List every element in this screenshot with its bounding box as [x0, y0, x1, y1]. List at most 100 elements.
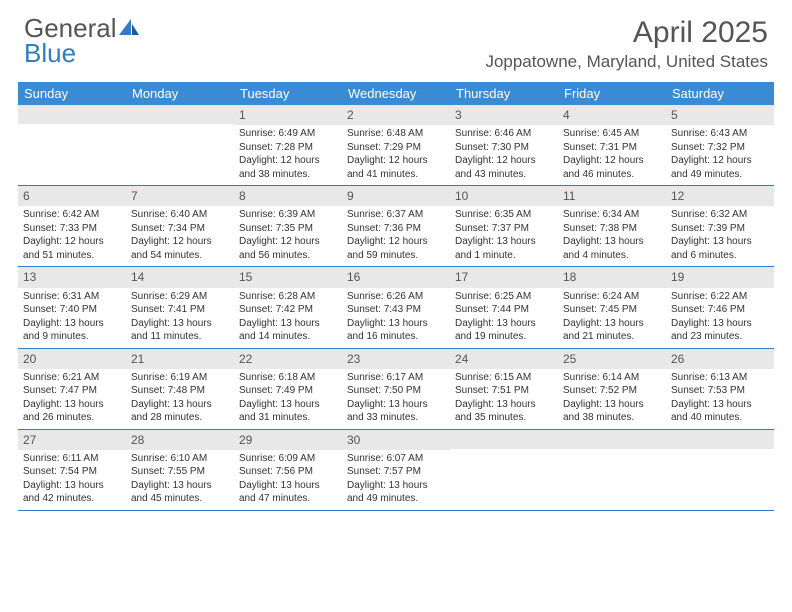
daylight-text: Daylight: 13 hours and 1 minute. — [455, 235, 553, 262]
day-info: Sunrise: 6:13 AMSunset: 7:53 PMDaylight:… — [666, 371, 774, 425]
sunset-text: Sunset: 7:54 PM — [23, 465, 121, 479]
day-number: 3 — [450, 105, 558, 125]
sunrise-text: Sunrise: 6:29 AM — [131, 290, 229, 304]
day-info: Sunrise: 6:49 AMSunset: 7:28 PMDaylight:… — [234, 127, 342, 181]
daylight-text: Daylight: 12 hours and 41 minutes. — [347, 154, 445, 181]
sunset-text: Sunset: 7:37 PM — [455, 222, 553, 236]
sunset-text: Sunset: 7:33 PM — [23, 222, 121, 236]
calendar-week: 20Sunrise: 6:21 AMSunset: 7:47 PMDayligh… — [18, 349, 774, 430]
title-block: April 2025 Joppatowne, Maryland, United … — [485, 16, 768, 72]
day-number: 8 — [234, 186, 342, 206]
sunset-text: Sunset: 7:42 PM — [239, 303, 337, 317]
day-info: Sunrise: 6:09 AMSunset: 7:56 PMDaylight:… — [234, 452, 342, 506]
day-info: Sunrise: 6:43 AMSunset: 7:32 PMDaylight:… — [666, 127, 774, 181]
sunrise-text: Sunrise: 6:18 AM — [239, 371, 337, 385]
sunrise-text: Sunrise: 6:45 AM — [563, 127, 661, 141]
calendar-cell-empty — [450, 430, 558, 510]
sunrise-text: Sunrise: 6:28 AM — [239, 290, 337, 304]
daylight-text: Daylight: 13 hours and 9 minutes. — [23, 317, 121, 344]
day-info: Sunrise: 6:48 AMSunset: 7:29 PMDaylight:… — [342, 127, 450, 181]
calendar-cell: 3Sunrise: 6:46 AMSunset: 7:30 PMDaylight… — [450, 105, 558, 185]
sunset-text: Sunset: 7:34 PM — [131, 222, 229, 236]
sunset-text: Sunset: 7:32 PM — [671, 141, 769, 155]
day-info: Sunrise: 6:26 AMSunset: 7:43 PMDaylight:… — [342, 290, 450, 344]
sunrise-text: Sunrise: 6:17 AM — [347, 371, 445, 385]
sunrise-text: Sunrise: 6:40 AM — [131, 208, 229, 222]
day-number: 27 — [18, 430, 126, 450]
header: GeneralBlue April 2025 Joppatowne, Maryl… — [0, 0, 792, 76]
day-info: Sunrise: 6:19 AMSunset: 7:48 PMDaylight:… — [126, 371, 234, 425]
sunrise-text: Sunrise: 6:39 AM — [239, 208, 337, 222]
calendar-cell: 30Sunrise: 6:07 AMSunset: 7:57 PMDayligh… — [342, 430, 450, 510]
calendar-cell: 19Sunrise: 6:22 AMSunset: 7:46 PMDayligh… — [666, 267, 774, 347]
daylight-text: Daylight: 12 hours and 49 minutes. — [671, 154, 769, 181]
day-info: Sunrise: 6:29 AMSunset: 7:41 PMDaylight:… — [126, 290, 234, 344]
day-number: 29 — [234, 430, 342, 450]
calendar-cell: 26Sunrise: 6:13 AMSunset: 7:53 PMDayligh… — [666, 349, 774, 429]
calendar-cell-empty — [18, 105, 126, 185]
calendar-cell: 9Sunrise: 6:37 AMSunset: 7:36 PMDaylight… — [342, 186, 450, 266]
day-info: Sunrise: 6:14 AMSunset: 7:52 PMDaylight:… — [558, 371, 666, 425]
day-number: 21 — [126, 349, 234, 369]
calendar-cell: 12Sunrise: 6:32 AMSunset: 7:39 PMDayligh… — [666, 186, 774, 266]
calendar-cell: 11Sunrise: 6:34 AMSunset: 7:38 PMDayligh… — [558, 186, 666, 266]
day-header-cell: Monday — [126, 82, 234, 105]
calendar-week: 6Sunrise: 6:42 AMSunset: 7:33 PMDaylight… — [18, 186, 774, 267]
sunrise-text: Sunrise: 6:11 AM — [23, 452, 121, 466]
calendar-cell-empty — [666, 430, 774, 510]
calendar-cell: 28Sunrise: 6:10 AMSunset: 7:55 PMDayligh… — [126, 430, 234, 510]
day-number: 24 — [450, 349, 558, 369]
daylight-text: Daylight: 13 hours and 28 minutes. — [131, 398, 229, 425]
day-number: 18 — [558, 267, 666, 287]
day-number: 16 — [342, 267, 450, 287]
calendar-cell: 7 Sunrise: 6:40 AMSunset: 7:34 PMDaylight… — [126, 186, 234, 266]
calendar-cell: 5Sunrise: 6:43 AMSunset: 7:32 PMDaylight… — [666, 105, 774, 185]
calendar-week: 1Sunrise: 6:49 AMSunset: 7:28 PMDaylight… — [18, 105, 774, 186]
day-number: 12 — [666, 186, 774, 206]
day-info: Sunrise: 6:46 AMSunset: 7:30 PMDaylight:… — [450, 127, 558, 181]
day-info: Sunrise: 6:15 AMSunset: 7:51 PMDaylight:… — [450, 371, 558, 425]
day-number — [558, 430, 666, 449]
day-number: 26 — [666, 349, 774, 369]
daylight-text: Daylight: 12 hours and 54 minutes. — [131, 235, 229, 262]
sunrise-text: Sunrise: 6:15 AM — [455, 371, 553, 385]
daylight-text: Daylight: 12 hours and 43 minutes. — [455, 154, 553, 181]
sunrise-text: Sunrise: 6:25 AM — [455, 290, 553, 304]
location-text: Joppatowne, Maryland, United States — [485, 52, 768, 72]
sunrise-text: Sunrise: 6:35 AM — [455, 208, 553, 222]
calendar-cell-empty — [126, 105, 234, 185]
calendar-cell: 20Sunrise: 6:21 AMSunset: 7:47 PMDayligh… — [18, 349, 126, 429]
day-header-cell: Wednesday — [342, 82, 450, 105]
daylight-text: Daylight: 13 hours and 16 minutes. — [347, 317, 445, 344]
day-header-row: SundayMondayTuesdayWednesdayThursdayFrid… — [18, 82, 774, 105]
day-number: 4 — [558, 105, 666, 125]
daylight-text: Daylight: 12 hours and 46 minutes. — [563, 154, 661, 181]
calendar-cell: 22Sunrise: 6:18 AMSunset: 7:49 PMDayligh… — [234, 349, 342, 429]
day-info: Sunrise: 6:11 AMSunset: 7:54 PMDaylight:… — [18, 452, 126, 506]
sunset-text: Sunset: 7:35 PM — [239, 222, 337, 236]
day-number: 15 — [234, 267, 342, 287]
daylight-text: Daylight: 12 hours and 56 minutes. — [239, 235, 337, 262]
sunset-text: Sunset: 7:31 PM — [563, 141, 661, 155]
calendar-cell: 25Sunrise: 6:14 AMSunset: 7:52 PMDayligh… — [558, 349, 666, 429]
sunrise-text: Sunrise: 6:43 AM — [671, 127, 769, 141]
sunrise-text: Sunrise: 6:37 AM — [347, 208, 445, 222]
daylight-text: Daylight: 13 hours and 47 minutes. — [239, 479, 337, 506]
sunset-text: Sunset: 7:44 PM — [455, 303, 553, 317]
sunrise-text: Sunrise: 6:42 AM — [23, 208, 121, 222]
brand-logo: GeneralBlue — [24, 16, 141, 65]
sunset-text: Sunset: 7:28 PM — [239, 141, 337, 155]
sail-icon — [119, 16, 141, 41]
calendar-body: 1Sunrise: 6:49 AMSunset: 7:28 PMDaylight… — [18, 105, 774, 511]
calendar-week: 27Sunrise: 6:11 AMSunset: 7:54 PMDayligh… — [18, 430, 774, 511]
day-header-cell: Tuesday — [234, 82, 342, 105]
day-number: 25 — [558, 349, 666, 369]
calendar-cell: 14Sunrise: 6:29 AMSunset: 7:41 PMDayligh… — [126, 267, 234, 347]
sunset-text: Sunset: 7:46 PM — [671, 303, 769, 317]
sunset-text: Sunset: 7:39 PM — [671, 222, 769, 236]
day-info: Sunrise: 6:32 AMSunset: 7:39 PMDaylight:… — [666, 208, 774, 262]
calendar-cell: 15Sunrise: 6:28 AMSunset: 7:42 PMDayligh… — [234, 267, 342, 347]
day-number: 7 — [126, 186, 234, 206]
daylight-text: Daylight: 13 hours and 40 minutes. — [671, 398, 769, 425]
sunset-text: Sunset: 7:57 PM — [347, 465, 445, 479]
